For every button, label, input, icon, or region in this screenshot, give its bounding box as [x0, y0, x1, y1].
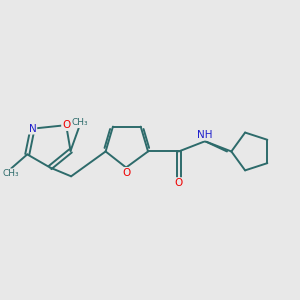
Text: O: O — [175, 178, 183, 188]
Text: NH: NH — [197, 130, 212, 140]
Text: N: N — [29, 124, 36, 134]
Text: O: O — [62, 120, 70, 130]
Text: CH₃: CH₃ — [2, 169, 19, 178]
Text: CH₃: CH₃ — [72, 118, 88, 127]
Text: O: O — [122, 168, 130, 178]
